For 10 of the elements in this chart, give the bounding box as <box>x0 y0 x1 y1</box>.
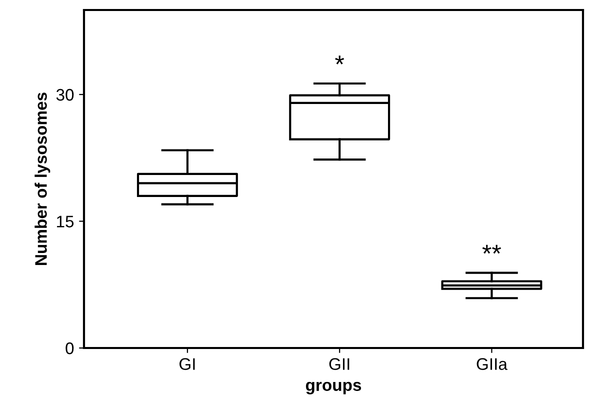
x-tick-label: GII <box>329 358 350 370</box>
y-tick-label: 30 <box>56 88 74 101</box>
annotation: ** <box>482 244 502 254</box>
x-axis-title: groups <box>306 382 362 394</box>
y-axis-title: Number of lysosomes <box>34 92 50 265</box>
y-tick-label: 15 <box>57 216 74 228</box>
x-tick-label: GIIa <box>476 358 508 370</box>
x-tick-label: GI <box>179 358 195 370</box>
y-tick-label: 0 <box>66 342 74 354</box>
annotation: * <box>335 56 344 64</box>
